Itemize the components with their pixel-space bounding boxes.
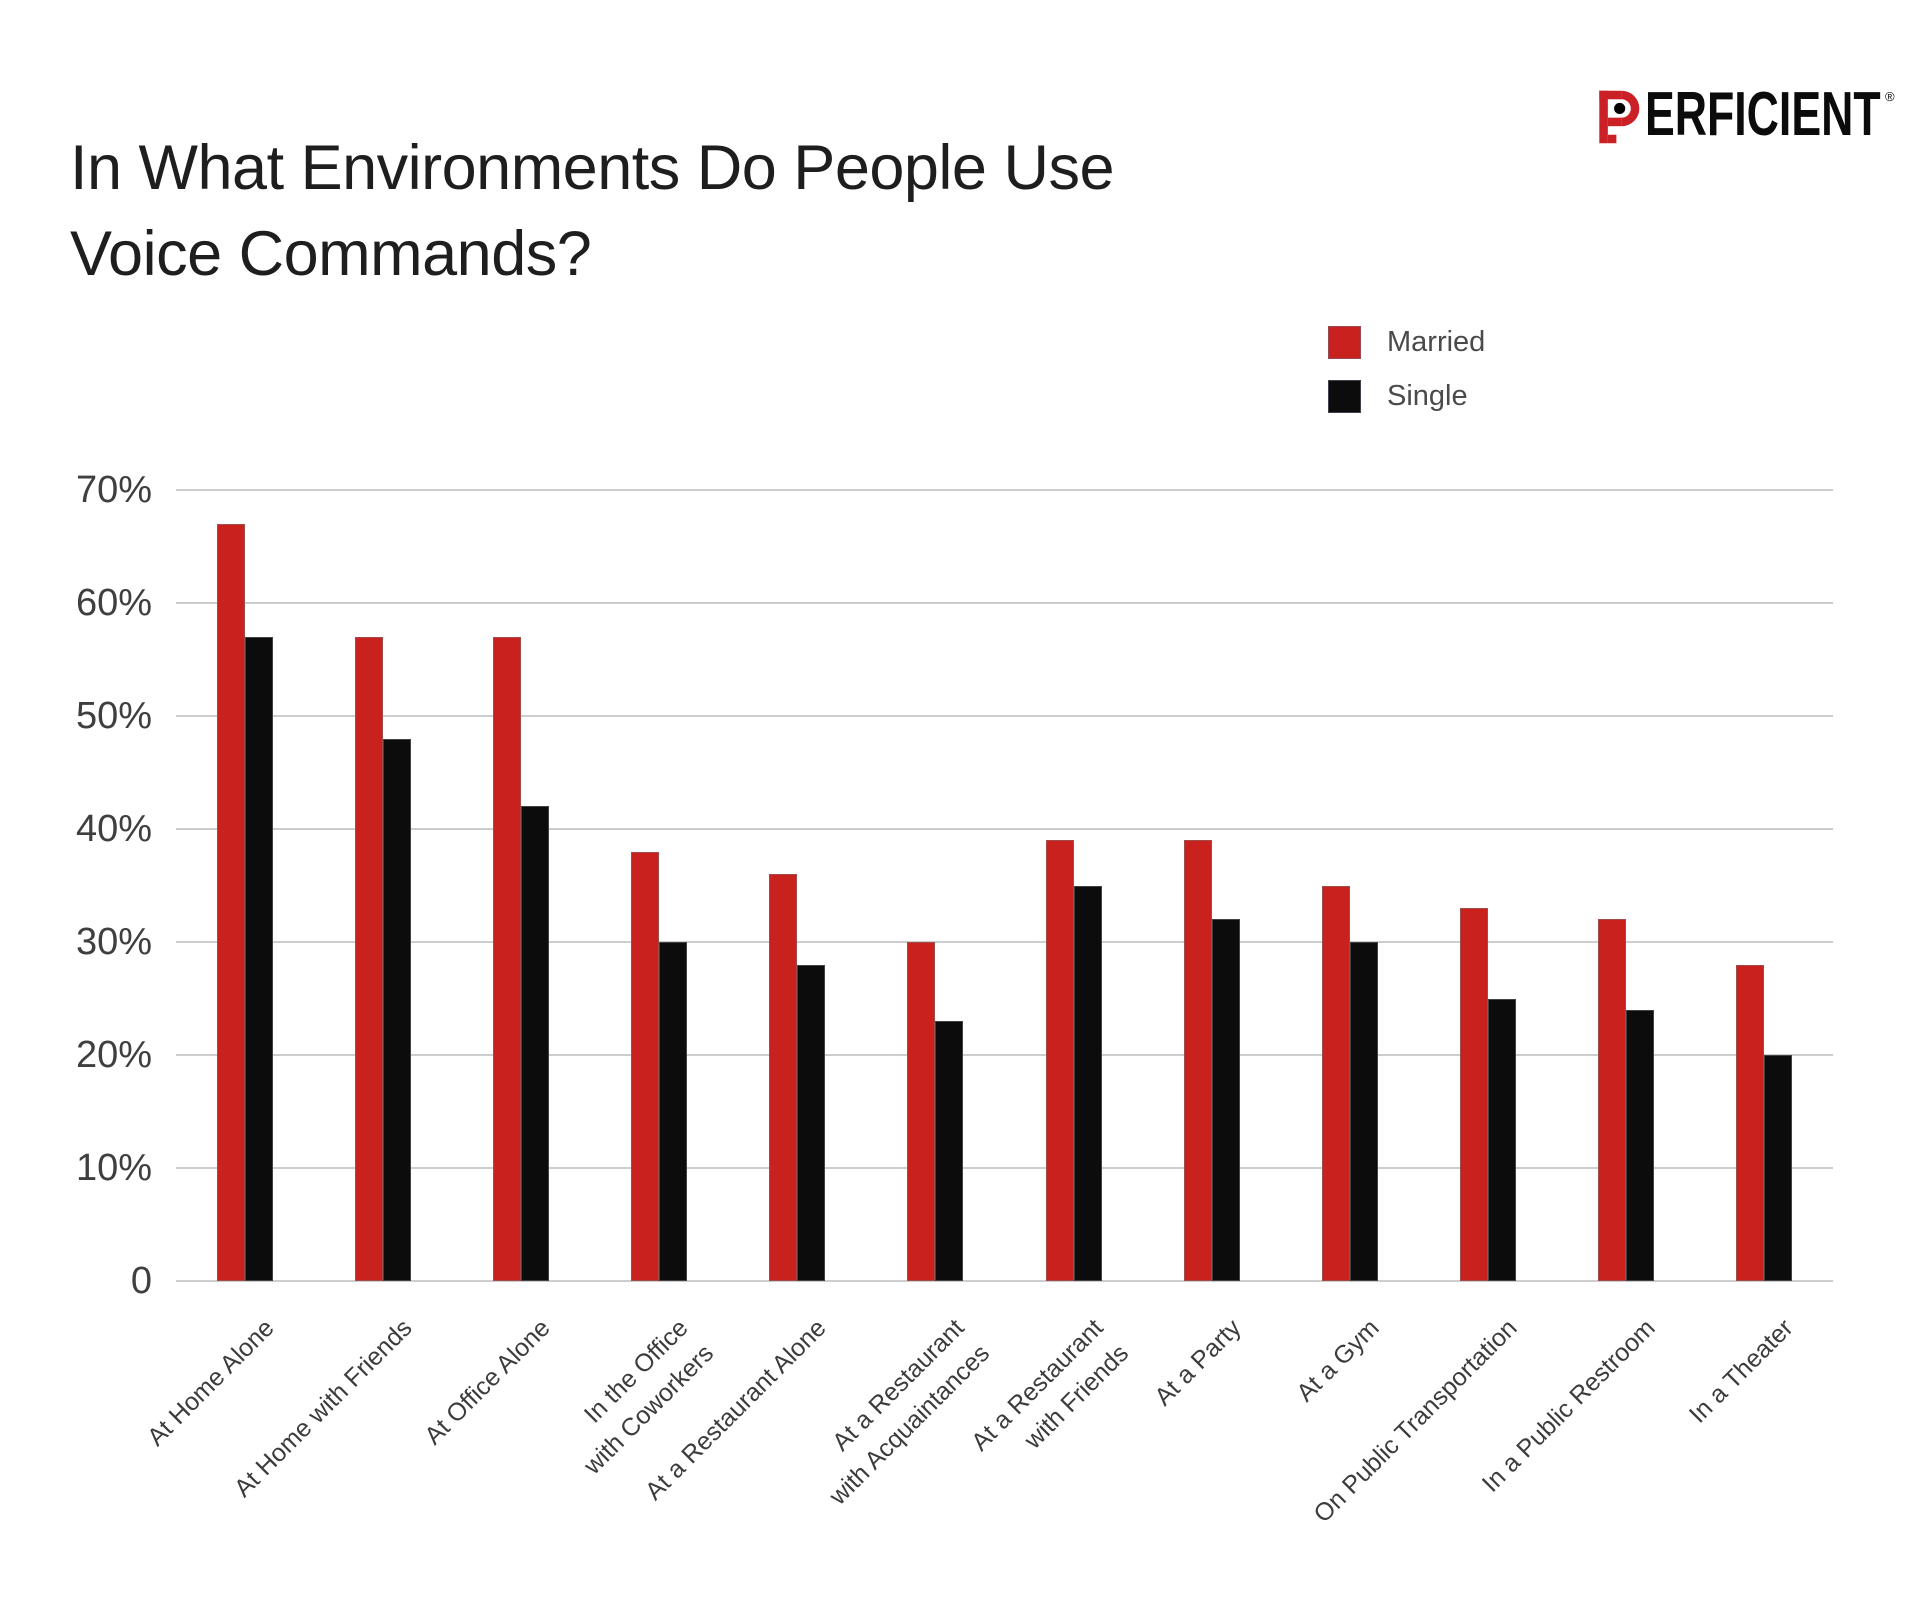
perficient-p-icon	[1599, 90, 1640, 144]
bar-married-4	[631, 851, 660, 1281]
y-axis-label: 0	[130, 1260, 152, 1302]
gridline	[176, 1280, 1833, 1282]
gridline	[176, 1167, 1833, 1169]
y-axis-label: 10%	[75, 1147, 152, 1189]
bar-married-8	[1183, 840, 1212, 1281]
y-axis-label: 60%	[75, 582, 152, 624]
bar-single-1	[245, 636, 274, 1281]
bar-married-7	[1045, 840, 1074, 1281]
bar-single-3	[521, 806, 550, 1281]
bar-single-11	[1625, 1009, 1654, 1281]
legend-color-married	[1328, 326, 1361, 359]
gridline	[176, 1054, 1833, 1056]
legend-color-single	[1328, 380, 1361, 413]
chart-title-line-2: Voice Commands?	[70, 218, 592, 289]
bar-single-6	[935, 1021, 964, 1281]
gridline	[176, 715, 1833, 717]
perficient-wordmark-text: ERFICIENT	[1645, 80, 1881, 149]
perficient-logo: ERFICIENT ®	[1598, 80, 1895, 149]
x-axis-label-line: At Home Alone	[141, 1313, 280, 1452]
bar-married-11	[1597, 919, 1626, 1281]
bar-married-9	[1321, 885, 1350, 1281]
y-axis-label: 30%	[75, 921, 152, 963]
gridline	[176, 941, 1833, 943]
perficient-wordmark: ERFICIENT	[1645, 80, 1883, 149]
gridline	[176, 828, 1833, 830]
bar-single-12	[1763, 1055, 1792, 1281]
y-axis-label: 20%	[75, 1034, 152, 1076]
bar-single-8	[1211, 919, 1240, 1281]
bar-married-1	[217, 523, 246, 1281]
bar-married-10	[1459, 908, 1488, 1281]
bar-single-4	[659, 942, 688, 1281]
bar-married-2	[355, 636, 384, 1281]
gridline	[176, 602, 1833, 604]
bar-single-2	[383, 738, 412, 1281]
chart-title: In What Environments Do People Use Voice…	[70, 126, 1115, 297]
legend-item-married: Married	[1328, 326, 1485, 359]
bar-married-12	[1735, 964, 1764, 1281]
legend-label-single: Single	[1387, 380, 1468, 412]
bar-married-3	[493, 636, 522, 1281]
y-axis-label: 70%	[75, 469, 152, 511]
bar-married-5	[769, 874, 798, 1281]
x-axis-label: At Home Alone	[0, 1311, 283, 1601]
legend-label-married: Married	[1387, 326, 1486, 358]
plot-area: 70% 60% 50% 40% 30% 20% 10% 0 At Home Alone At Ho…	[76, 469, 1833, 1528]
legend: Married Single	[1328, 326, 1485, 434]
registered-trademark-icon: ®	[1885, 89, 1895, 104]
gridline	[176, 489, 1833, 491]
bar-married-6	[907, 942, 936, 1281]
y-axis-label: 50%	[75, 695, 152, 737]
chart-title-line-1: In What Environments Do People Use	[70, 133, 1115, 204]
bar-single-7	[1073, 885, 1102, 1281]
y-axis-label: 40%	[75, 808, 152, 850]
legend-item-single: Single	[1328, 380, 1485, 413]
bar-single-9	[1349, 942, 1378, 1281]
bar-single-5	[797, 964, 826, 1281]
bar-single-10	[1487, 998, 1516, 1281]
